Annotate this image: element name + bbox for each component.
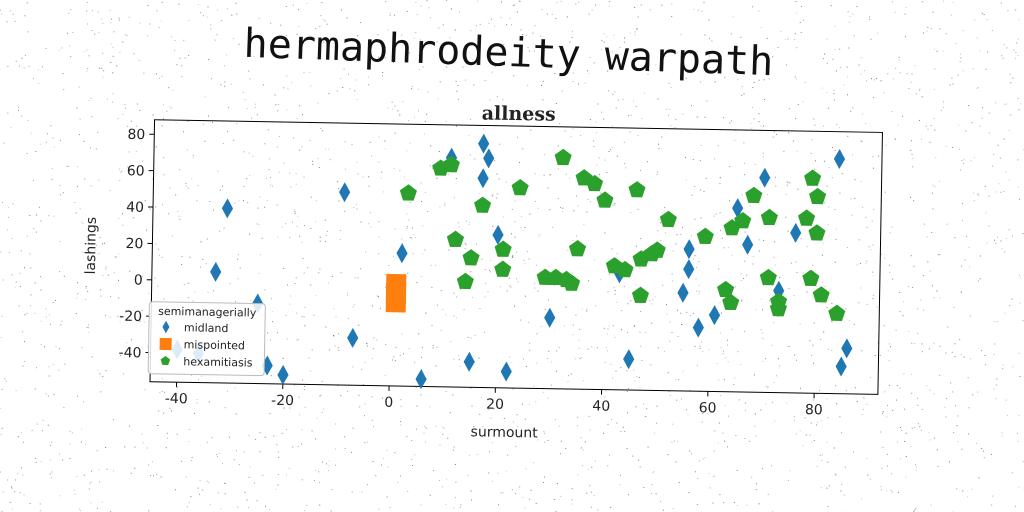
point-midland (833, 148, 846, 169)
point-midland (347, 327, 359, 348)
point-midland (221, 198, 234, 219)
point-midland (732, 198, 744, 219)
point-midland (339, 182, 351, 203)
legend-title: semimanagerially (158, 305, 257, 320)
y-axis: -40 -20 0 20 40 60 80 (118, 127, 155, 361)
point-midland (492, 224, 504, 245)
y-axis-label: lashings (83, 217, 100, 275)
y-tick-label: -20 (119, 309, 142, 325)
point-hexamitiasis (760, 208, 778, 226)
point-hexamitiasis (809, 187, 827, 205)
data-points (171, 133, 853, 390)
legend-marker-mispointed (159, 337, 172, 351)
point-hexamitiasis (628, 181, 646, 198)
point-midland (210, 261, 222, 282)
point-midland (500, 361, 512, 382)
legend-marker-hexamitiasis (160, 355, 171, 366)
y-tick-label: 0 (134, 273, 143, 289)
point-hexamitiasis (802, 269, 820, 287)
point-midland (683, 259, 695, 280)
legend-label: hexamitiasis (183, 355, 253, 369)
point-hexamitiasis (759, 268, 777, 286)
point-hexamitiasis (616, 260, 634, 278)
point-hexamitiasis (446, 230, 465, 247)
point-hexamitiasis (462, 249, 480, 266)
point-mispointed (385, 292, 407, 313)
legend-label: midland (184, 321, 229, 335)
point-hexamitiasis (722, 293, 740, 311)
point-hexamitiasis (494, 260, 512, 277)
legend-box (147, 301, 266, 377)
point-hexamitiasis (804, 169, 822, 186)
y-tick-label: 80 (127, 127, 145, 143)
point-hexamitiasis (769, 299, 788, 317)
legend-marker-midland (162, 320, 170, 334)
point-hexamitiasis (745, 186, 763, 204)
point-midland (683, 239, 695, 260)
point-midland (759, 167, 771, 188)
point-hexamitiasis (568, 240, 587, 257)
plot-area-frame (149, 119, 883, 395)
point-hexamitiasis (399, 184, 417, 201)
point-midland (277, 364, 289, 385)
point-midland (677, 282, 689, 303)
point-hexamitiasis (511, 179, 529, 196)
point-midland (790, 222, 802, 243)
point-midland (463, 351, 475, 372)
point-hexamitiasis (474, 196, 492, 213)
y-tick-label: 40 (126, 200, 144, 216)
point-midland (478, 133, 490, 154)
point-midland (415, 369, 427, 390)
x-tick-label: -20 (271, 393, 294, 409)
point-hexamitiasis (659, 210, 677, 228)
x-tick-label: -40 (165, 391, 188, 407)
point-hexamitiasis (808, 224, 826, 241)
point-hexamitiasis (797, 209, 816, 226)
legend-label: mispointed (184, 338, 246, 352)
point-midland (623, 349, 635, 370)
point-midland (835, 356, 847, 377)
point-hexamitiasis (648, 241, 666, 258)
chart-title: allness (482, 102, 556, 125)
point-hexamitiasis (586, 174, 604, 192)
point-hexamitiasis (631, 286, 650, 304)
y-tick-label: 20 (125, 236, 143, 252)
point-midland (483, 148, 495, 169)
point-hexamitiasis (456, 272, 474, 290)
point-hexamitiasis (812, 286, 830, 303)
point-midland (396, 243, 408, 264)
x-tick-label: 60 (699, 400, 717, 416)
x-axis: -40 -20 0 20 40 60 80 (165, 382, 823, 418)
point-hexamitiasis (494, 240, 512, 257)
point-midland (841, 338, 853, 359)
point-midland (692, 317, 704, 338)
point-hexamitiasis (717, 280, 735, 298)
x-tick-label: 80 (805, 402, 823, 418)
x-axis-label: surmount (470, 424, 538, 441)
x-tick-label: 20 (486, 397, 504, 413)
point-midland (477, 168, 489, 189)
y-tick-label: 60 (127, 163, 145, 179)
x-tick-label: 0 (384, 395, 393, 411)
point-midland (742, 234, 754, 255)
point-midland (708, 305, 721, 326)
y-tick-label: -40 (118, 345, 141, 361)
point-hexamitiasis (828, 304, 846, 321)
legend: semimanagerially midland mispointed hexami… (147, 301, 266, 377)
point-hexamitiasis (696, 227, 714, 245)
point-hexamitiasis (734, 212, 752, 229)
point-hexamitiasis (596, 191, 614, 208)
point-hexamitiasis (563, 274, 581, 291)
point-hexamitiasis (554, 148, 572, 166)
point-hexamitiasis (442, 155, 460, 173)
x-tick-label: 40 (592, 398, 610, 414)
point-mispointed (386, 273, 407, 295)
point-midland (544, 307, 556, 328)
